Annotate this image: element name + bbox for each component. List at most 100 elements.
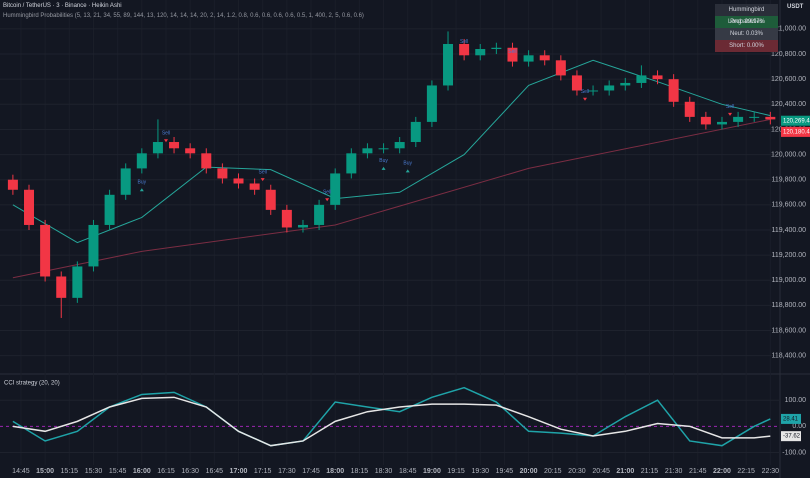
candle-body <box>249 183 260 190</box>
symbol: Bitcoin / TetherUS · 3 · Binance · Heiki… <box>3 3 122 9</box>
candle-body <box>684 101 695 117</box>
signal-label: Buy <box>138 180 147 186</box>
candle-body <box>24 189 35 225</box>
x-tick-label: 20:15 <box>544 468 562 475</box>
candle-body <box>443 43 454 86</box>
signal-label: Sell <box>323 190 331 196</box>
x-tick-label: 21:30 <box>665 468 683 475</box>
y-tick-label: 120,800.00 <box>771 51 806 58</box>
signal-arrow <box>381 166 386 170</box>
x-tick-label: 17:15 <box>254 468 272 475</box>
y-tick-label: 119,400.00 <box>771 227 806 234</box>
candle-body <box>394 142 405 149</box>
candle-body <box>233 178 244 184</box>
prob-table: Hummingbird Probabilities Long: 99.97% N… <box>715 4 778 52</box>
oscillator-line <box>12 386 771 447</box>
candle-body <box>636 75 647 83</box>
candle-body <box>410 121 421 143</box>
candle-body <box>507 47 518 62</box>
signal-label: Buy <box>403 161 412 167</box>
y-tick-label: 119,000.00 <box>771 277 806 284</box>
candle-body <box>426 85 437 122</box>
candle-body <box>346 153 357 174</box>
x-tick-label: 18:00 <box>326 468 344 475</box>
y-tick-label: 121,000.00 <box>771 26 806 33</box>
x-tick-label: 22:15 <box>737 468 755 475</box>
signal-label: Sell <box>508 49 516 55</box>
candle-body <box>314 204 325 225</box>
candle-body <box>169 142 180 149</box>
signal-arrow <box>462 47 467 51</box>
candle-body <box>362 148 373 154</box>
y-tick-label: 119,600.00 <box>771 202 806 209</box>
candle-body <box>120 168 131 195</box>
candle-body <box>72 266 83 298</box>
candle-body <box>297 224 308 228</box>
currency[interactable]: USDT <box>787 4 804 10</box>
price-badge-label: 120,269.44 <box>783 118 810 124</box>
candle-body <box>491 47 502 50</box>
candle-body <box>281 209 292 228</box>
candle-body <box>265 189 276 210</box>
x-tick-label: 18:45 <box>399 468 417 475</box>
signal-label: Sell <box>460 39 468 45</box>
x-tick-label: 18:15 <box>351 468 369 475</box>
x-tick-label: 17:45 <box>302 468 320 475</box>
value-badge-label: -37.62 <box>783 434 801 440</box>
x-tick-label: 15:45 <box>109 468 127 475</box>
x-tick-label: 16:15 <box>157 468 175 475</box>
candle-body <box>152 142 163 154</box>
x-tick-label: 17:00 <box>230 468 248 475</box>
candle-body <box>475 49 486 56</box>
y-tick-label: 119,800.00 <box>771 177 806 184</box>
candle-body <box>765 116 776 120</box>
candle-body <box>733 116 744 122</box>
signal-arrow <box>260 178 265 182</box>
y-tick-label: 0.00 <box>792 423 806 430</box>
candle-body <box>104 194 115 225</box>
candle-body <box>217 168 228 179</box>
pane-title: CCI strategy (20, 20) <box>4 381 60 387</box>
candle-body <box>7 179 18 190</box>
moving-average <box>12 118 771 279</box>
candle-body <box>700 116 711 125</box>
price-badge-label: 120,180.44 <box>783 129 810 135</box>
candle-body <box>330 173 341 205</box>
x-tick-label: 21:45 <box>689 468 707 475</box>
signal-arrow <box>139 188 144 192</box>
candle-body <box>620 82 631 86</box>
candle-body <box>539 55 550 61</box>
x-tick-label: 22:30 <box>762 468 780 475</box>
indicator: Hummingbird Probabilities (5, 13, 21, 34… <box>3 13 364 19</box>
candle-body <box>749 116 760 118</box>
x-tick-label: 16:00 <box>133 468 151 475</box>
candle-body <box>136 153 147 169</box>
signal-label: Sell <box>162 131 170 137</box>
signal-arrow <box>163 139 168 143</box>
y-tick-label: 120,600.00 <box>771 76 806 83</box>
price-badge <box>781 115 810 126</box>
x-tick-label: 20:00 <box>520 468 538 475</box>
x-tick-label: 16:30 <box>181 468 199 475</box>
signal-label: Sell <box>581 89 589 95</box>
x-tick-label: 20:45 <box>592 468 610 475</box>
y-tick-label: 120,000.00 <box>771 151 806 158</box>
signal-arrow <box>405 169 410 173</box>
y-tick-label: 120,400.00 <box>771 101 806 108</box>
x-tick-label: 20:30 <box>568 468 586 475</box>
candle-body <box>40 224 51 277</box>
x-tick-label: 21:15 <box>641 468 659 475</box>
x-tick-label: 19:00 <box>423 468 441 475</box>
candle-body <box>88 224 99 267</box>
signal-arrow <box>728 112 733 116</box>
price-badge <box>781 126 810 137</box>
candle-body <box>185 148 196 154</box>
value-badge <box>781 431 801 442</box>
x-tick-label: 14:45 <box>12 468 30 475</box>
x-tick-label: 19:45 <box>496 468 514 475</box>
y-tick-label: -100.00 <box>782 449 806 456</box>
signal-label: Sell <box>726 104 734 110</box>
x-tick-label: 18:30 <box>375 468 393 475</box>
signal-arrow <box>325 198 330 202</box>
